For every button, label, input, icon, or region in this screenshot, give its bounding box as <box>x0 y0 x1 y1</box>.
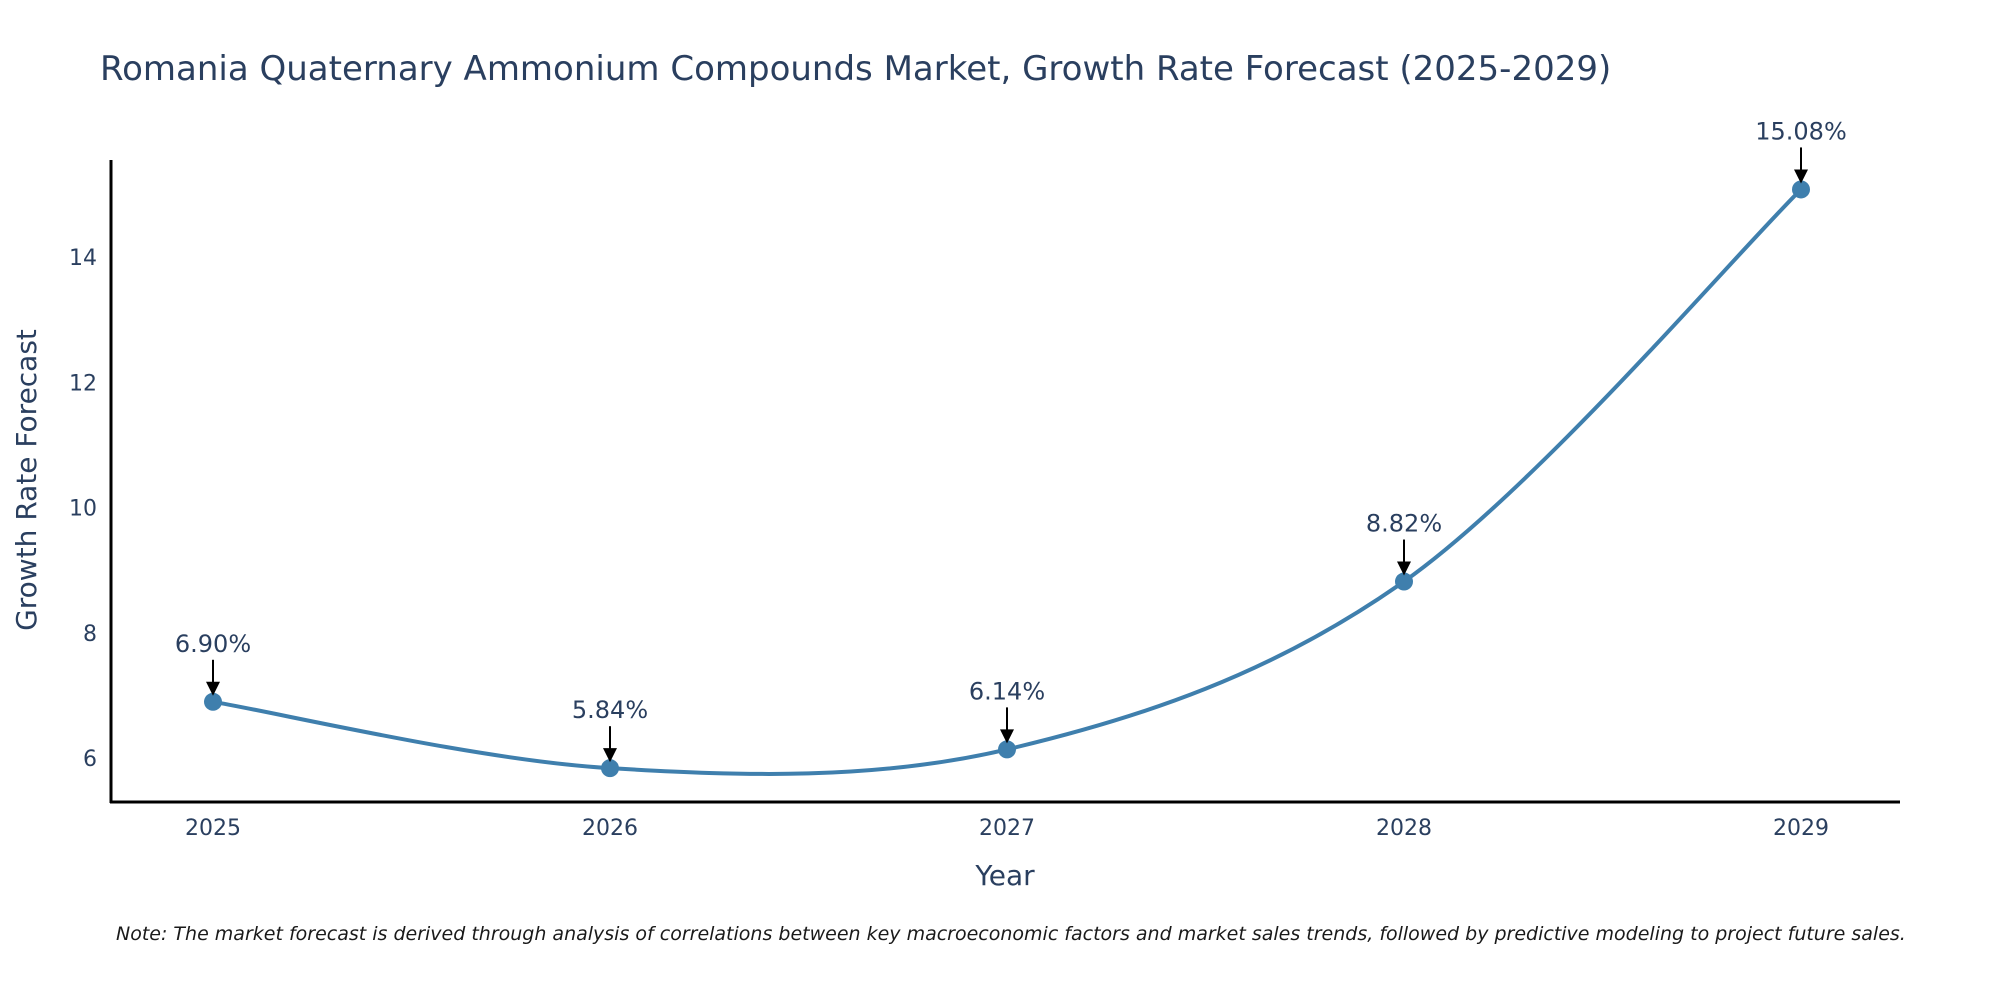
data-point <box>601 759 619 778</box>
data-point <box>1792 180 1810 199</box>
x-tick-label: 2027 <box>979 816 1035 841</box>
y-tick-label: 14 <box>69 246 97 271</box>
data-label: 6.14% <box>969 677 1045 705</box>
axes <box>109 160 1900 804</box>
annotation-arrow-head <box>1000 729 1014 744</box>
x-tick-label: 2029 <box>1773 816 1829 841</box>
data-markers <box>204 180 1810 778</box>
x-tick-label: 2025 <box>185 816 241 841</box>
x-axis-title: Year <box>974 859 1035 892</box>
data-label: 15.08% <box>1755 117 1847 145</box>
annotation-arrow-head <box>1397 561 1411 576</box>
x-tick-label: 2028 <box>1376 816 1432 841</box>
y-tick-label: 12 <box>69 371 97 396</box>
chart-note: Note: The market forecast is derived thr… <box>116 923 1906 945</box>
chart-title: Romania Quaternary Ammonium Compounds Ma… <box>100 49 1611 89</box>
annotation-arrow-head <box>206 681 220 696</box>
y-tick-labels: 6 8 10 12 14 <box>69 246 97 772</box>
series-line <box>212 188 1803 776</box>
y-axis-title: Growth Rate Forecast <box>10 329 43 631</box>
data-annotations: 6.90% 5.84% 6.14% 8.82% 15.08% <box>175 117 1847 763</box>
y-tick-label: 8 <box>83 622 97 647</box>
x-tick-label: 2026 <box>582 816 638 841</box>
data-label: 5.84% <box>572 696 648 724</box>
data-label: 8.82% <box>1366 510 1442 538</box>
data-point <box>204 692 222 711</box>
y-tick-label: 6 <box>83 747 97 772</box>
x-tick-labels: 2025 2026 2027 2028 2029 <box>185 816 1829 841</box>
data-label: 6.90% <box>175 630 251 658</box>
data-point <box>1395 572 1413 591</box>
data-point <box>998 740 1016 759</box>
annotation-arrow-head <box>603 748 617 763</box>
y-tick-label: 10 <box>69 497 97 522</box>
annotation-arrow-head <box>1794 169 1808 184</box>
